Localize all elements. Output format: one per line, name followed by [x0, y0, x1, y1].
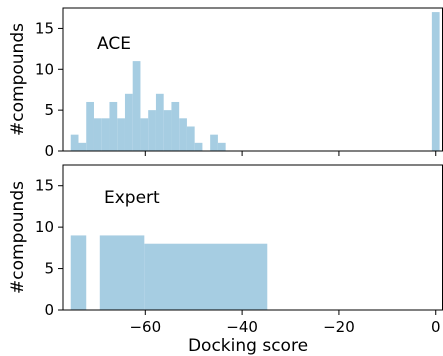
histogram-bar [70, 235, 87, 310]
histogram-bar [217, 142, 226, 151]
ace-y-axis-label: #compounds [8, 23, 28, 136]
histogram-bar [93, 118, 102, 151]
histogram-bar [99, 235, 145, 310]
histogram-bar [194, 142, 203, 151]
ace-y-ticks: 0 5 10 15 [35, 19, 63, 160]
histogram-bar [163, 110, 172, 151]
histogram-bar [140, 118, 149, 151]
histogram-bar [144, 243, 268, 310]
expert-histogram-panel: 0 5 10 15 −60 −40 −20 0 Expert #compounds Dock… [8, 164, 443, 356]
x-tick-label: −20 [323, 318, 355, 336]
x-tick-label: 0 [431, 318, 441, 336]
y-tick-label: 5 [44, 101, 54, 119]
ace-histogram-panel: 0 5 10 15 ACE #compounds [8, 7, 443, 160]
histogram-bar [78, 142, 87, 151]
histogram-bar [70, 134, 79, 151]
ace-panel-label: ACE [97, 34, 131, 54]
histogram-bar [155, 93, 164, 151]
histogram-bar [179, 118, 187, 151]
histogram-bar [117, 118, 125, 151]
y-tick-label: 10 [35, 60, 54, 78]
histogram-bar [210, 134, 218, 151]
histogram-bar [431, 12, 440, 152]
y-tick-label: 5 [44, 260, 54, 278]
ace-bars [70, 12, 440, 152]
x-tick-label: −60 [129, 318, 161, 336]
y-tick-label: 0 [44, 301, 54, 319]
y-tick-label: 15 [35, 177, 54, 195]
histogram-bar [171, 101, 180, 151]
y-tick-label: 0 [44, 142, 54, 160]
expert-x-ticks: −60 −40 −20 0 [129, 310, 441, 336]
expert-y-axis-label: #compounds [8, 181, 28, 294]
histogram-bar [148, 110, 156, 151]
histogram-bar [86, 101, 94, 151]
y-tick-label: 10 [35, 218, 54, 236]
expert-bars [70, 235, 268, 310]
histogram-bar [186, 126, 195, 151]
histogram-bar [132, 61, 141, 151]
expert-panel-label: Expert [104, 188, 160, 208]
x-tick-label: −40 [226, 318, 258, 336]
y-tick-label: 15 [35, 19, 54, 37]
histogram-bar [124, 93, 133, 151]
histogram-bar [109, 101, 118, 151]
x-axis-label: Docking score [188, 336, 308, 356]
histogram-bar [101, 118, 110, 151]
ace-x-ticks [144, 151, 437, 156]
expert-y-ticks: 0 5 10 15 [35, 177, 63, 319]
